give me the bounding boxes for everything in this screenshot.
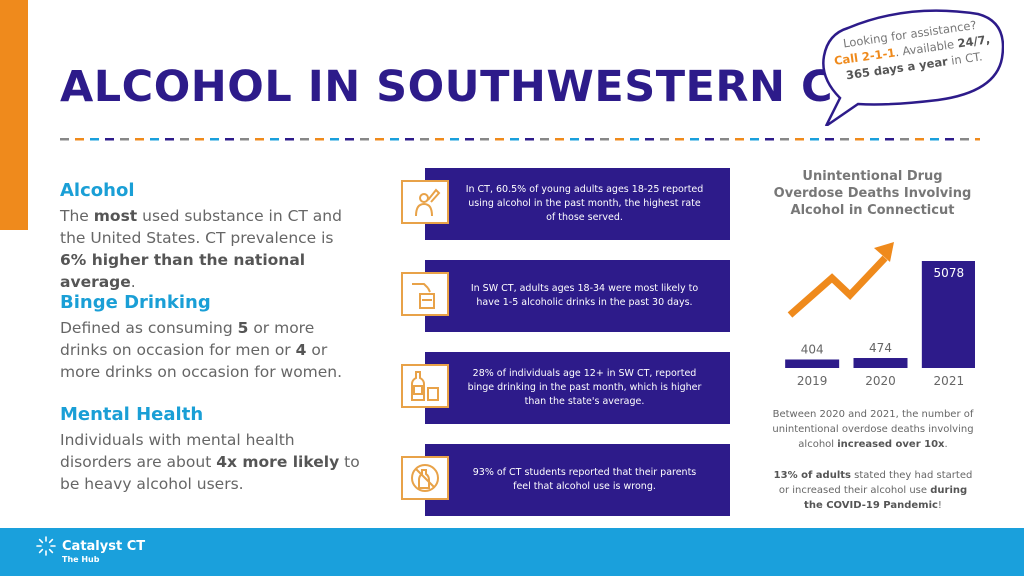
no-alcohol-icon [401,456,449,500]
alcohol-heading: Alcohol [60,180,135,201]
binge-text: Defined as consuming 5 or more drinks on… [60,319,343,381]
sunburst-icon [36,536,56,556]
bar-2021 [921,260,975,368]
mental-health-section: Mental Health Individuals with mental he… [60,404,360,495]
drinking-person-icon [401,180,449,224]
mental-heading: Mental Health [60,404,204,425]
catalyst-logo[interactable]: Catalyst CT [36,536,145,556]
binge-drinking-section: Binge Drinking Defined as consuming 5 or… [60,292,360,383]
stat-card: 93% of CT students reported that their p… [425,444,730,516]
tick-label-2020: 2020 [865,374,896,388]
tick-label-2019: 2019 [797,374,828,388]
callout-emphasis: 24/7, [956,32,991,51]
alcohol-text: The most used substance in CT and the Un… [60,207,342,291]
overdose-bar-chart: 404 2019 474 2020 5078 2021 [785,242,975,388]
orange-accent-bar [0,0,28,230]
bar-2019 [785,359,840,368]
chart-note-covid: 13% of adults stated they had started or… [773,470,973,511]
stat-card: In SW CT, adults ages 18-34 were most li… [425,260,730,332]
data-label-2019: 404 [801,342,824,356]
stat-text: 93% of CT students reported that their p… [472,467,697,492]
stat-text: 28% of individuals age 12+ in SW CT, rep… [467,368,702,407]
pouring-drink-icon [401,272,449,316]
data-label-2020: 474 [869,341,892,355]
data-label-2021: 5078 [934,266,965,280]
trend-arrowhead-icon [874,242,894,262]
stat-text: In SW CT, adults ages 18-34 were most li… [470,283,699,308]
stat-card: In CT, 60.5% of young adults ages 18-25 … [425,168,730,240]
tick-label-2021: 2021 [934,374,965,388]
dashed-divider [60,138,980,141]
stat-text: In CT, 60.5% of young adults ages 18-25 … [465,184,704,223]
chart-title: Unintentional Drug Overdose Deaths Invol… [773,169,972,218]
logo-subtitle: The Hub [62,555,100,564]
chart-note-increase: Between 2020 and 2021, the number of uni… [772,409,974,450]
stat-card: 28% of individuals age 12+ in SW CT, rep… [425,352,730,424]
alcohol-section: Alcohol The most used substance in CT an… [60,180,360,293]
mental-text: Individuals with mental health disorders… [60,431,360,493]
speech-bubble [822,9,1004,126]
binge-heading: Binge Drinking [60,292,211,313]
footer-bar [0,528,1024,576]
logo-name: Catalyst CT [62,538,146,554]
bar-2020 [853,358,908,368]
page-title: ALCOHOL IN SOUTHWESTERN CT [60,62,863,112]
bottle-and-glass-icon [401,364,449,408]
trend-arrow-icon [787,255,888,318]
